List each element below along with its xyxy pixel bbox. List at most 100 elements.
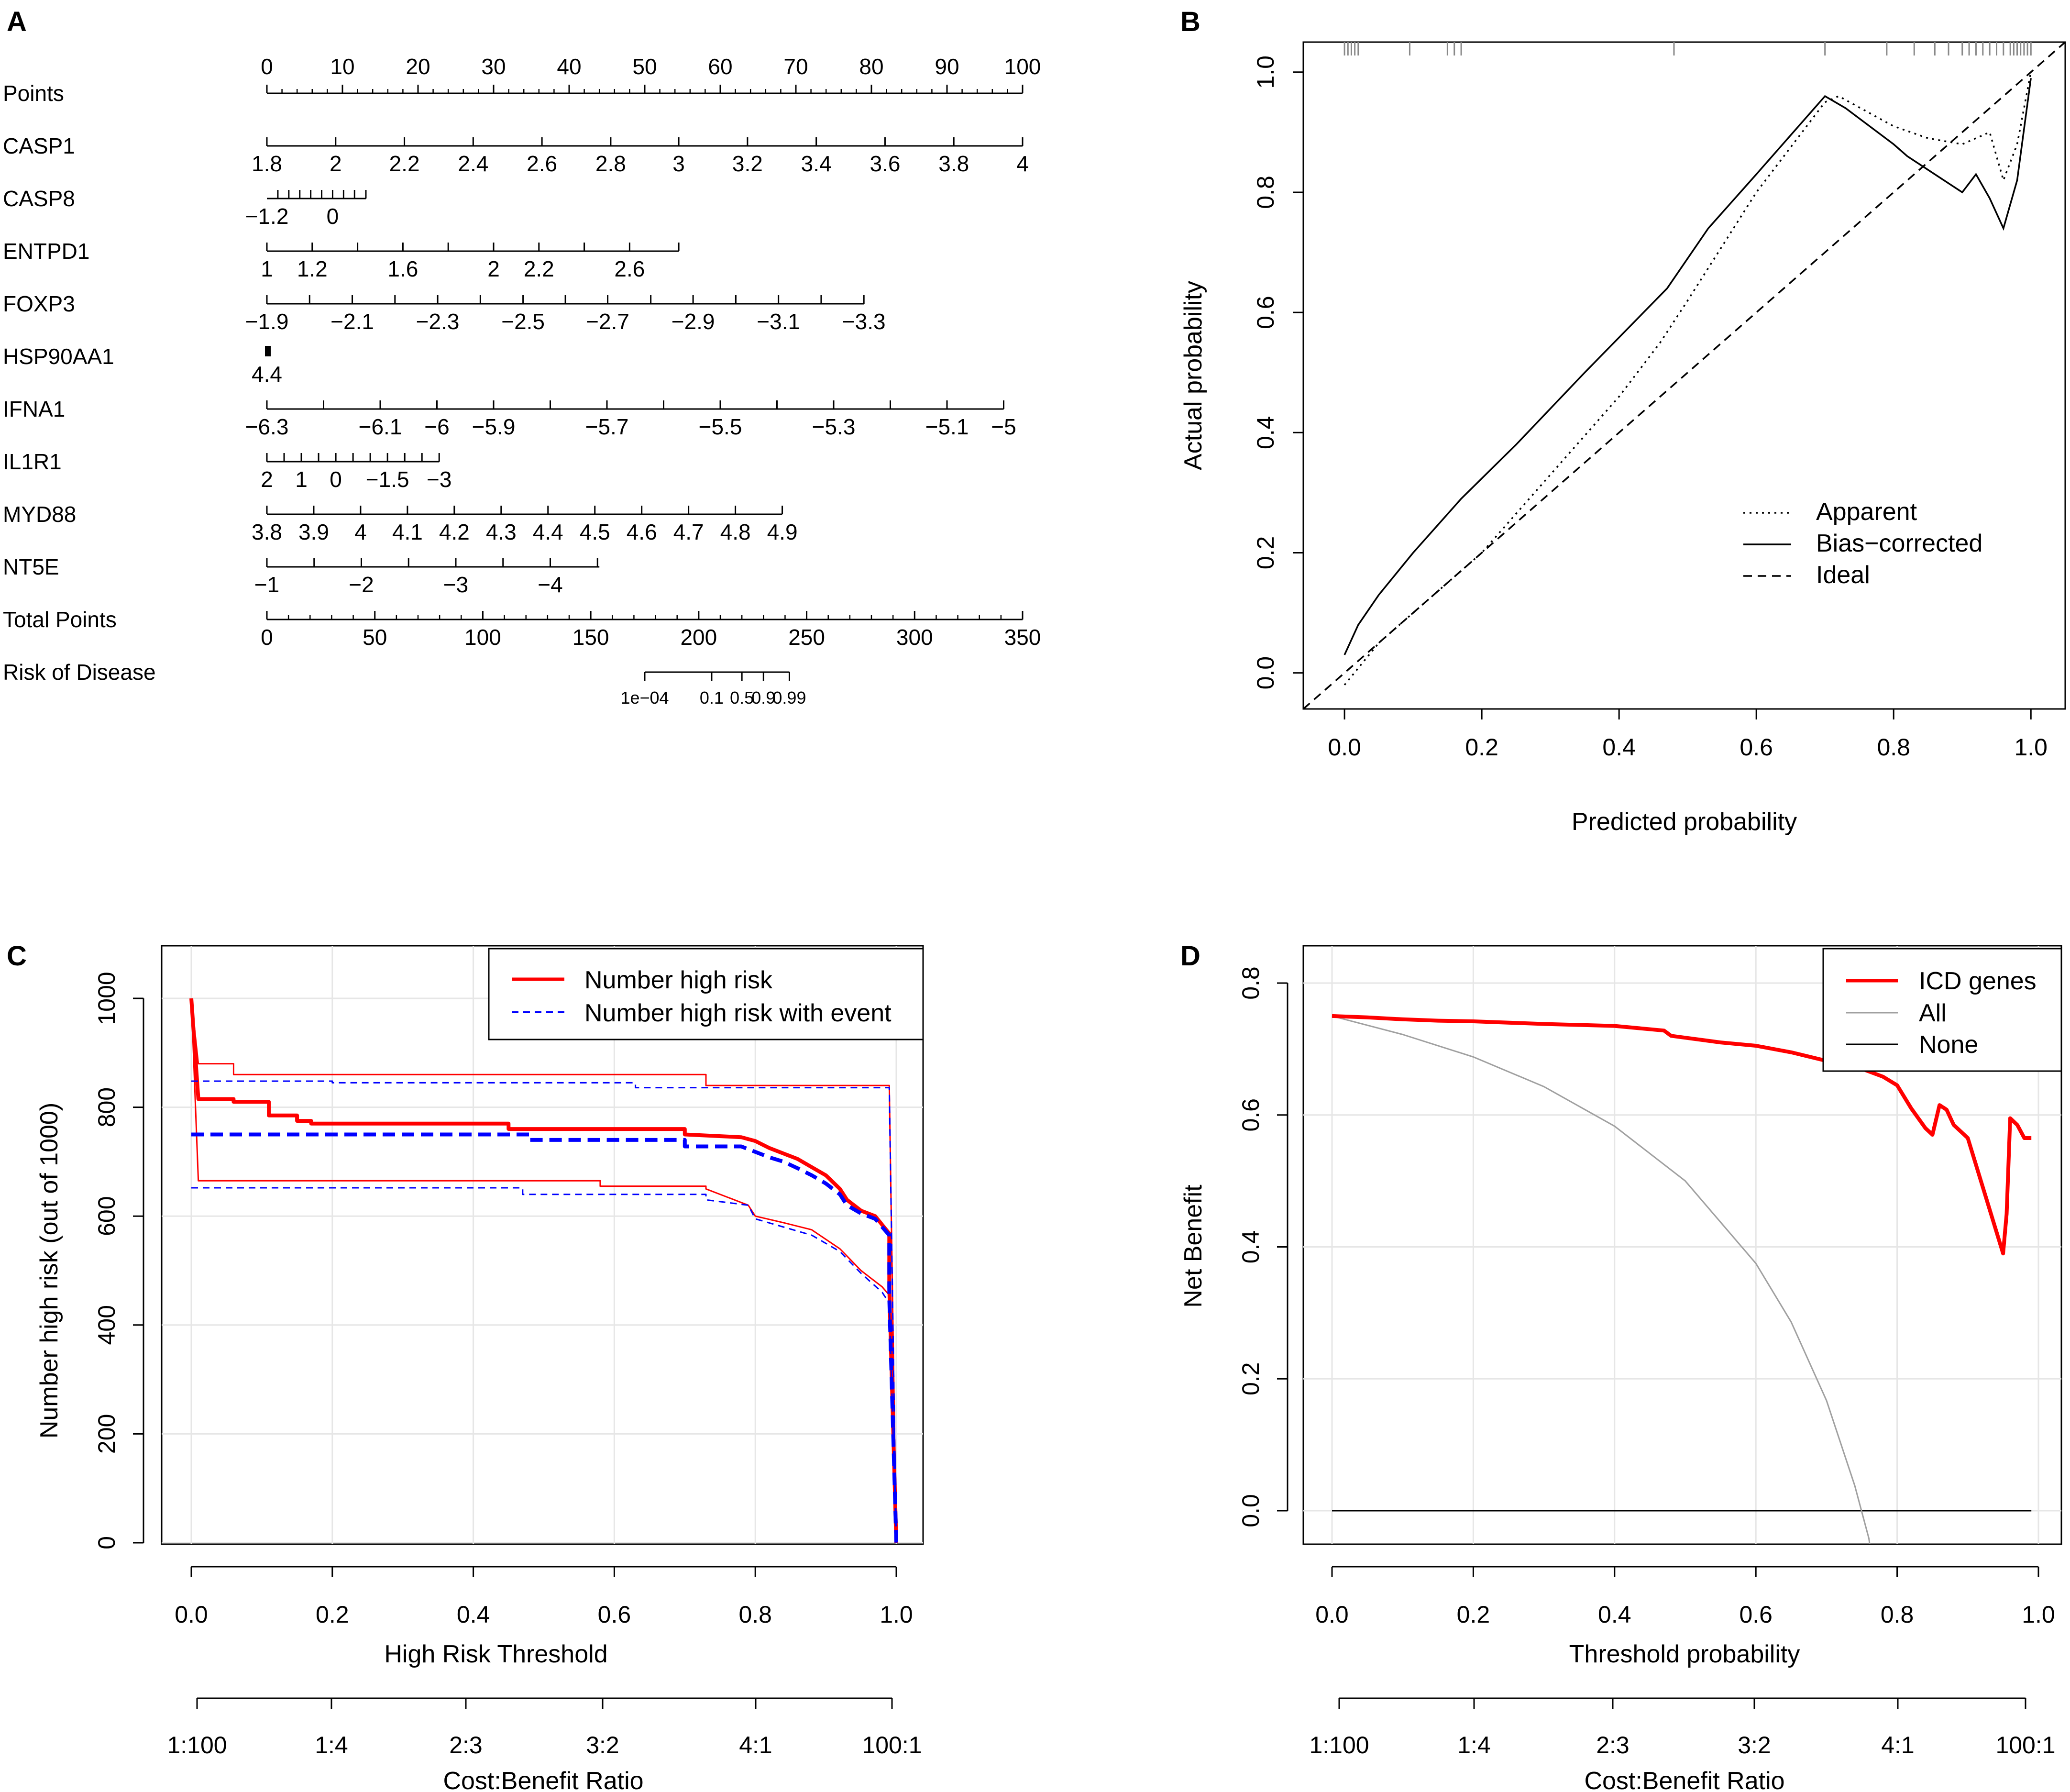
nomogram-tick-label: 4 [1016,151,1029,176]
nomogram-tick-label: 4.9 [767,520,798,544]
x-tick-label: 0.4 [1602,734,1636,761]
x-tick-label: 0.0 [1315,1601,1349,1628]
nomogram-tick-label: 70 [783,54,808,79]
legend-label: Ideal [1816,561,1870,589]
x-tick-label: 0.8 [1877,734,1910,761]
nomogram-tick-label: 50 [632,54,657,79]
nomogram-row-label: Total Points [3,607,117,632]
nomogram-tick-label: 2 [487,256,500,281]
legend-label: Number high risk [584,966,773,994]
y-axis-label: Net Benefit [1179,1184,1207,1308]
nomogram-tick-label: 0.99 [772,688,806,708]
x-tick-label: 0.2 [316,1601,349,1628]
nomogram-row-label: HSP90AA1 [3,344,114,369]
y-tick-label: 0.4 [1252,416,1279,450]
x-tick-label: 0.8 [738,1601,772,1628]
nomogram-tick-label: −2.3 [416,309,460,334]
nomogram-tick-label: −3 [427,467,451,492]
nomogram-tick-label: 0 [261,54,273,79]
nomogram-tick-label: 0.5 [730,688,754,708]
y-tick-label: 0.0 [1237,1494,1264,1527]
nomogram-tick-label: 2.4 [458,151,488,176]
legend-label: ICD genes [1919,967,2037,995]
y-tick-label: 0.6 [1252,296,1279,329]
nomogram-row-label: Risk of Disease [3,660,156,685]
nomogram-tick-label: −5.7 [585,414,629,439]
y-tick-label: 1000 [93,972,120,1025]
x-tick-label: 0.0 [1328,734,1361,761]
nomogram-tick-label: 2.2 [389,151,420,176]
legend-label: Apparent [1816,498,1917,526]
nomogram-tick-label: 10 [330,54,354,79]
x-tick-label: 0.2 [1457,1601,1490,1628]
nomogram-tick-label: −2.5 [501,309,545,334]
nomogram-tick-label: 1.6 [387,256,418,281]
nomogram-tick-label: 2 [261,467,273,492]
nomogram-tick-label: 1.8 [252,151,282,176]
plot-frame [1302,945,2062,1545]
nomogram-tick-label: 4.4 [252,362,282,387]
nomogram-tick-label: 2.8 [595,151,626,176]
x-tick-label: 1.0 [880,1601,913,1628]
nomogram-tick-label: 4.7 [673,520,704,544]
x-tick-label: 0.6 [1739,1601,1773,1628]
y-tick-label: 0.2 [1252,536,1279,570]
nomogram-tick-label: −3 [443,572,468,597]
nomogram-tick-label: −2 [349,572,374,597]
legend-label: None [1919,1031,1978,1059]
nomogram-row-label: CASP1 [3,133,75,158]
nomogram-tick-label: 3.9 [298,520,329,544]
nomogram-tick-label: 40 [557,54,581,79]
cost-benefit-tick-label: 4:1 [739,1732,772,1759]
legend-box [1822,948,2062,1072]
nomogram-tick-label: 0.1 [700,688,724,708]
nomogram-tick-label: 1e−04 [620,688,669,708]
x-tick-label: 0.8 [1881,1601,1914,1628]
nomogram-tick-label: 1 [295,467,308,492]
x-tick-label: 0.4 [457,1601,490,1628]
nomogram-tick-label: −3.1 [757,309,800,334]
x-tick-label: 0.6 [1740,734,1773,761]
panel-label-a: A [7,6,27,37]
series-blue-ci [191,1187,897,1543]
nomogram-tick-label: 4.1 [392,520,423,544]
nomogram-tick-label: −2.1 [330,309,374,334]
nomogram-point-marker [265,346,271,356]
x-axis-label: High Risk Threshold [384,1640,607,1668]
panel-label-d: D [1180,940,1200,972]
nomogram-tick-label: −6.3 [245,414,289,439]
x-axis-label: Threshold probability [1569,1640,1800,1668]
cost-benefit-tick-label: 1:100 [167,1732,227,1759]
nomogram-tick-label: −5.9 [472,414,516,439]
nomogram-tick-label: 200 [680,625,717,650]
cost-benefit-tick-label: 100:1 [862,1732,922,1759]
legend-label: Bias−corrected [1816,530,1982,557]
cost-benefit-tick-label: 4:1 [1881,1732,1915,1759]
cost-benefit-tick-label: 100:1 [1995,1732,2055,1759]
x-tick-label: 0.0 [175,1601,208,1628]
nomogram-tick-label: 0 [261,625,273,650]
series-line-dotted [1343,72,2032,686]
legend-label: All [1919,999,1947,1027]
series-red [1332,1014,2032,1256]
nomogram-tick-label: 4.3 [486,520,517,544]
cost-benefit-tick-label: 1:100 [1309,1732,1369,1759]
nomogram-tick-label: 90 [935,54,959,79]
nomogram-tick-label: 20 [406,54,430,79]
y-tick-label: 400 [93,1305,120,1345]
nomogram-tick-label: 4.6 [627,520,657,544]
nomogram-tick-label: 4.2 [439,520,470,544]
legend-box [488,948,924,1040]
cost-benefit-tick-label: 3:2 [586,1732,619,1759]
cost-benefit-label: Cost:Benefit Ratio [443,1767,643,1792]
nomogram-tick-label: −5.1 [925,414,969,439]
nomogram-tick-label: 3 [672,151,685,176]
series-red-main [189,998,898,1543]
nomogram-row-label: MYD88 [3,502,76,527]
series-red-ci [190,998,897,1543]
nomogram-tick-label: −5.5 [699,414,742,439]
y-tick-label: 1.0 [1252,55,1279,89]
nomogram-tick-label: −5.3 [812,414,856,439]
y-tick-label: 0.0 [1252,656,1279,690]
